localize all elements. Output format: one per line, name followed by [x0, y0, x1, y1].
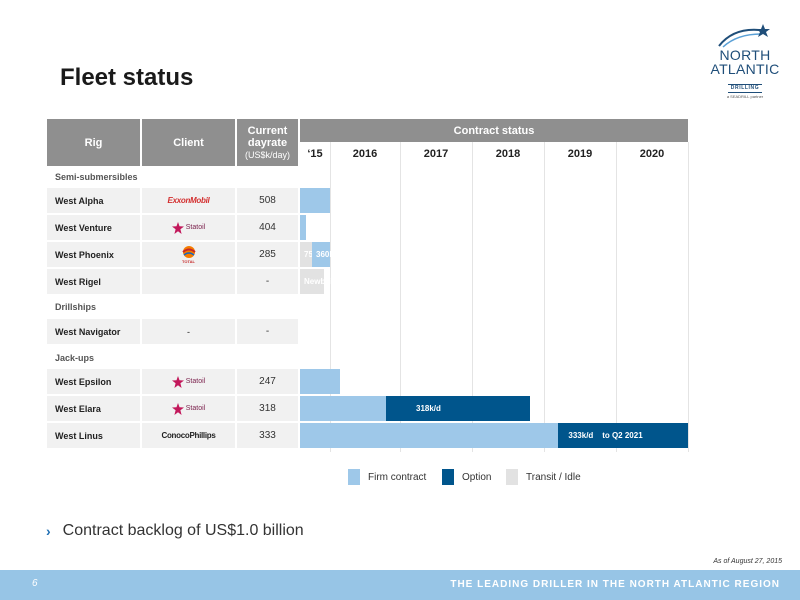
client-cell: -	[142, 319, 235, 344]
statoil-wordmark: Statoil	[185, 378, 206, 385]
legend-idle: Transit / Idle	[506, 469, 581, 485]
bullet-point: › Contract backlog of US$1.0 billion	[46, 522, 304, 540]
year-label: 2018	[495, 148, 521, 160]
section-semi-submersibles: Semi-submersibles	[55, 172, 138, 182]
dayrate-value: 333	[237, 423, 298, 448]
contract-bar-firm	[300, 215, 306, 240]
logo-line1: NORTH	[719, 47, 771, 63]
rig-name: West Phoenix	[47, 242, 140, 267]
statoil-logo: Statoil	[171, 221, 206, 234]
statoil-wordmark: Statoil	[185, 224, 206, 231]
dayrate-value: 404	[237, 215, 298, 240]
contract-bar-label: 333k/d to Q2 2021	[568, 431, 643, 440]
client-cell: Statoil	[142, 396, 235, 421]
statoil-wordmark: Statoil	[185, 405, 206, 412]
gridline	[544, 142, 545, 452]
statoil-star-icon	[171, 221, 184, 234]
dayrate-value: -	[237, 269, 298, 294]
client-cell: TOTAL	[142, 242, 235, 267]
header-dayrate: Current dayrate (US$k/day)	[237, 119, 298, 166]
legend-firm: Firm contract	[348, 469, 426, 485]
gridline	[688, 142, 689, 452]
page-title: Fleet status	[60, 64, 194, 91]
total-wordmark: TOTAL	[182, 259, 195, 264]
client-cell: ConocoPhillips	[142, 423, 235, 448]
rig-name: West Venture	[47, 215, 140, 240]
header-dayrate-unit: (US$k/day)	[244, 149, 290, 160]
header-contract-status: Contract status	[300, 119, 688, 142]
gridline	[616, 142, 617, 452]
total-logo: TOTAL	[181, 245, 196, 264]
footer-bar: 6 THE LEADING DRILLER IN THE NORTH ATLAN…	[0, 570, 800, 600]
contract-bar-firm	[300, 396, 386, 421]
conocophillips-logo: ConocoPhillips	[161, 431, 216, 440]
rig-name: West Alpha	[47, 188, 140, 213]
year-label: 2020	[639, 148, 665, 160]
legend-swatch-firm	[348, 469, 360, 485]
legend-option: Option	[442, 469, 491, 485]
year-label: 2017	[423, 148, 449, 160]
header-dayrate-line1: Current	[247, 124, 288, 137]
dayrate-value: -	[237, 319, 298, 344]
total-sphere-icon	[181, 246, 196, 258]
year-label: 2016	[352, 148, 378, 160]
contract-bar-idle: Newbuild	[300, 269, 340, 294]
rig-name: West Elara	[47, 396, 140, 421]
section-drillships: Drillships	[55, 302, 97, 312]
dayrate-value: 285	[237, 242, 298, 267]
page-number: 6	[32, 578, 38, 589]
contract-bar-idle: 75k/d	[300, 242, 324, 267]
header-rig: Rig	[47, 119, 140, 166]
statoil-logo: Statoil	[171, 402, 206, 415]
contract-bar-option: 333k/d to Q2 2021	[558, 423, 688, 448]
client-cell	[142, 269, 235, 294]
statoil-star-icon	[171, 402, 184, 415]
contract-bar-firm	[300, 369, 340, 394]
star-swoosh-icon	[718, 24, 770, 48]
header-client: Client	[142, 119, 235, 166]
contract-bar-label: 318k/d	[416, 404, 441, 413]
rig-name: West Linus	[47, 423, 140, 448]
contract-bar-label: Newbuild	[304, 277, 340, 286]
contract-bar-label: 360k/d	[316, 250, 341, 259]
contract-bar-firm	[300, 423, 559, 448]
header-dayrate-line2: dayrate	[247, 136, 288, 149]
gridline	[400, 142, 401, 452]
legend-swatch-option	[442, 469, 454, 485]
client-cell: Statoil	[142, 369, 235, 394]
rig-name: West Rigel	[47, 269, 140, 294]
chevron-right-icon: ›	[46, 523, 51, 539]
statoil-star-icon	[171, 375, 184, 388]
legend-label-idle: Transit / Idle	[526, 471, 581, 483]
rig-name: West Epsilon	[47, 369, 140, 394]
exxonmobil-logo: ExxonMobil	[167, 196, 210, 205]
client-cell: ExxonMobil	[142, 188, 235, 213]
dayrate-value: 247	[237, 369, 298, 394]
footer-tagline: THE LEADING DRILLER IN THE NORTH ATLANTI…	[450, 579, 780, 590]
client-cell: Statoil	[142, 215, 235, 240]
contract-bar-firm	[300, 188, 330, 213]
dayrate-value: 318	[237, 396, 298, 421]
legend-swatch-idle	[506, 469, 518, 485]
bullet-text: Contract backlog of US$1.0 billion	[62, 522, 304, 539]
gridline	[472, 142, 473, 452]
contract-bar-option: 318k/d	[386, 396, 530, 421]
legend-label-option: Option	[462, 471, 492, 483]
logo-line2: ATLANTIC	[710, 61, 780, 77]
statoil-logo: Statoil	[171, 375, 206, 388]
section-jackups: Jack-ups	[55, 353, 95, 363]
rig-name: West Navigator	[47, 319, 140, 344]
contract-bar-firm: 360k/d	[312, 242, 341, 267]
company-logo: NORTH ATLANTIC DRILLING a SEADRILL partn…	[705, 22, 785, 104]
dayrate-value: 508	[237, 188, 298, 213]
logo-line3: DRILLING	[727, 84, 763, 93]
as-of-date: As of August 27, 2015	[713, 558, 782, 565]
gridline	[330, 142, 331, 452]
legend-label-firm: Firm contract	[368, 471, 427, 483]
year-label: ‘15	[307, 148, 323, 160]
logo-line4: a SEADRILL partner	[726, 94, 764, 99]
year-label: 2019	[567, 148, 593, 160]
